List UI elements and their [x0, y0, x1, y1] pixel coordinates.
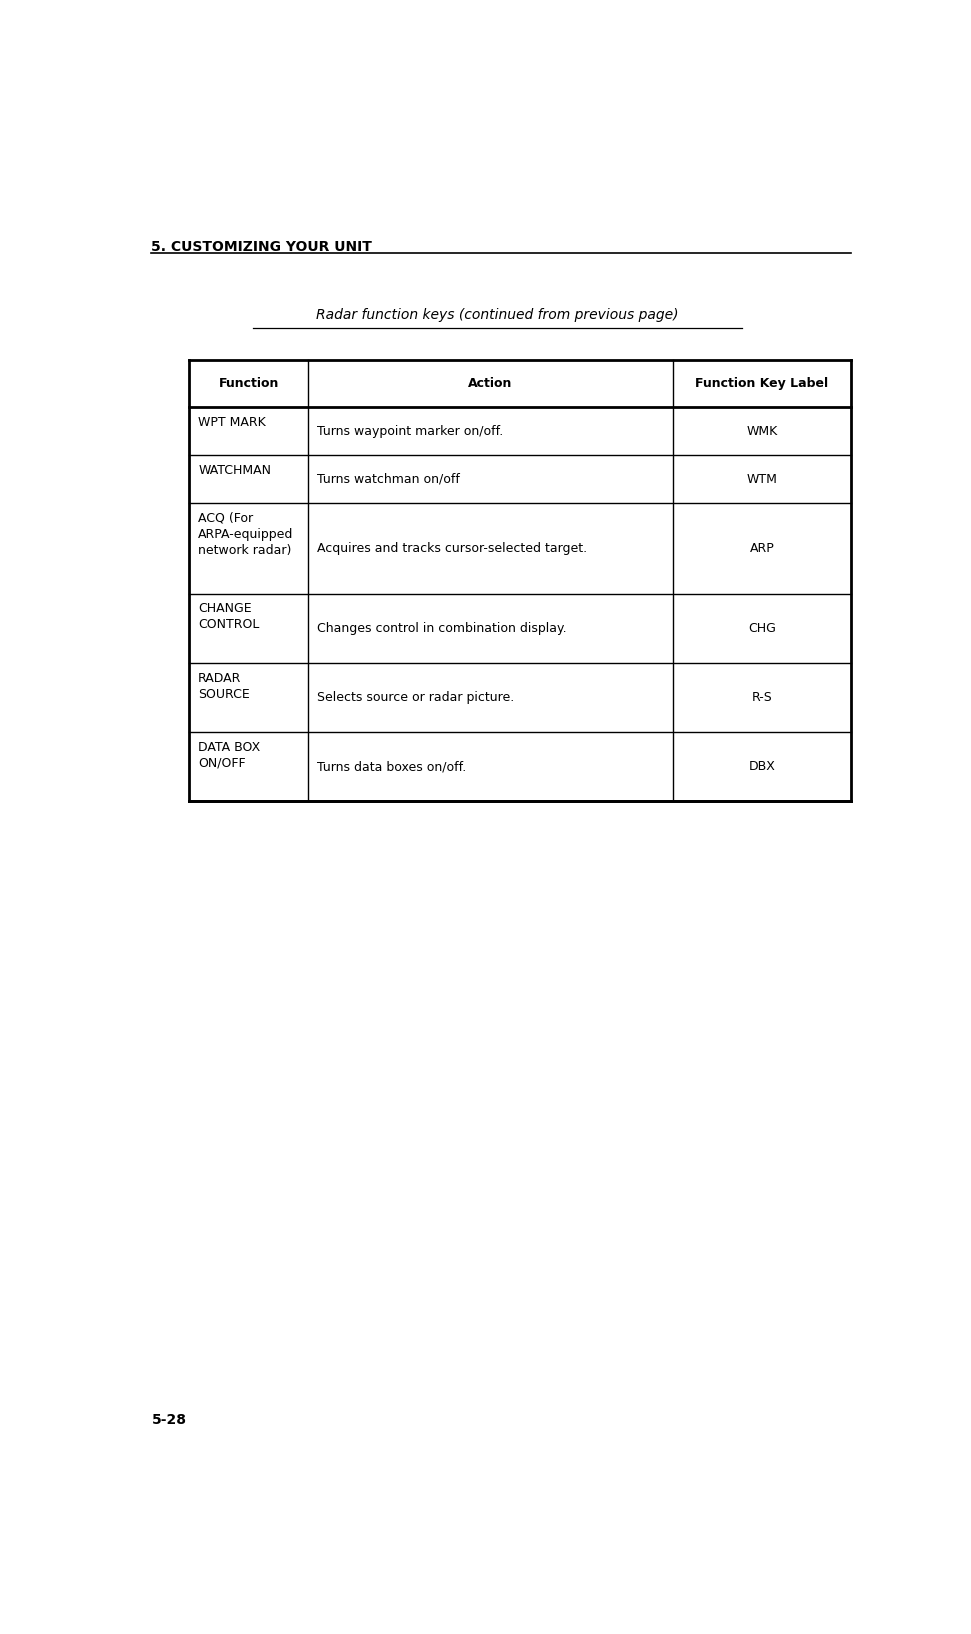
Text: ARP: ARP	[750, 542, 774, 556]
Text: R-S: R-S	[752, 691, 772, 704]
Text: Selects source or radar picture.: Selects source or radar picture.	[318, 691, 515, 704]
Text: Radar function keys (continued from previous page): Radar function keys (continued from prev…	[317, 307, 679, 322]
Text: DBX: DBX	[749, 760, 776, 773]
Text: Acquires and tracks cursor-selected target.: Acquires and tracks cursor-selected targ…	[318, 542, 587, 556]
Text: WATCHMAN: WATCHMAN	[198, 464, 271, 477]
Text: Turns data boxes on/off.: Turns data boxes on/off.	[318, 760, 467, 773]
Text: WMK: WMK	[747, 425, 778, 438]
Text: CHG: CHG	[748, 623, 776, 634]
Text: RADAR
SOURCE: RADAR SOURCE	[198, 672, 250, 701]
Text: Function Key Label: Function Key Label	[695, 377, 828, 391]
Text: 5. CUSTOMIZING YOUR UNIT: 5. CUSTOMIZING YOUR UNIT	[151, 240, 372, 255]
Text: CHANGE
CONTROL: CHANGE CONTROL	[198, 603, 259, 631]
Text: WTM: WTM	[747, 472, 778, 485]
Text: ACQ (For
ARPA-equipped
network radar): ACQ (For ARPA-equipped network radar)	[198, 511, 293, 557]
Text: Changes control in combination display.: Changes control in combination display.	[318, 623, 567, 634]
Text: Function: Function	[218, 377, 279, 391]
Text: Action: Action	[468, 377, 513, 391]
Text: Turns watchman on/off: Turns watchman on/off	[318, 472, 460, 485]
Text: WPT MARK: WPT MARK	[198, 417, 266, 430]
Text: DATA BOX
ON/OFF: DATA BOX ON/OFF	[198, 740, 260, 770]
Text: 5-28: 5-28	[151, 1412, 186, 1426]
Text: Turns waypoint marker on/off.: Turns waypoint marker on/off.	[318, 425, 504, 438]
